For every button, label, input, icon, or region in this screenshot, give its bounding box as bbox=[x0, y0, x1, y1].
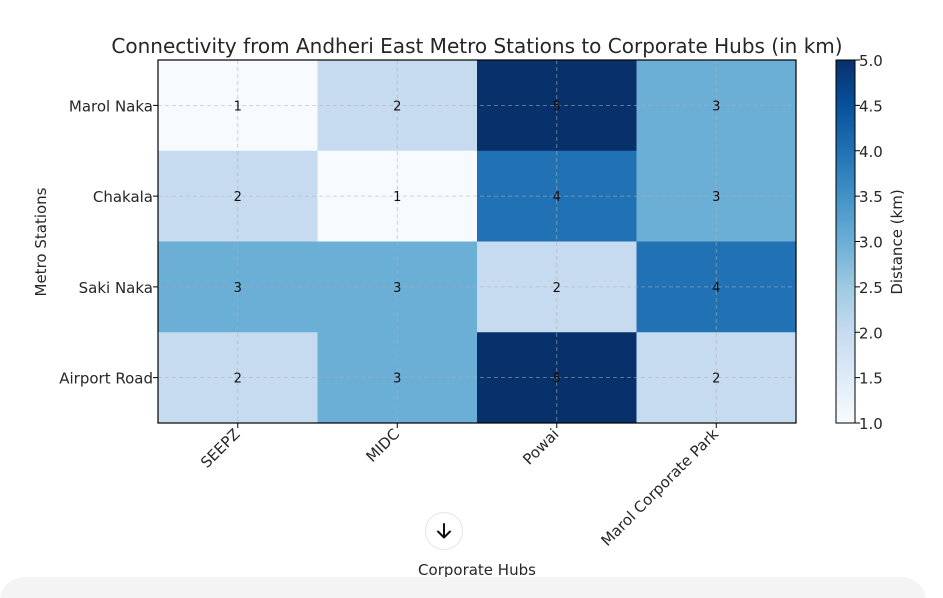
cell-value-label: 1 bbox=[393, 190, 401, 205]
cell-value-label: 3 bbox=[234, 281, 242, 296]
cell-value-label: 2 bbox=[393, 99, 401, 114]
cell-value-label: 1 bbox=[234, 99, 242, 114]
arrow-down-icon bbox=[437, 523, 451, 539]
y-tick-label: Saki Naka bbox=[79, 279, 153, 297]
cell-value-label: 4 bbox=[712, 281, 720, 296]
cell-value-label: 2 bbox=[712, 372, 720, 387]
colorbar-tick-label: 5.0 bbox=[859, 52, 883, 70]
x-tick-label: Marol Corporate Park bbox=[597, 425, 722, 550]
x-tick-label: SEEPZ bbox=[197, 425, 244, 472]
cell-value-label: 3 bbox=[393, 281, 401, 296]
cell-value-label: 2 bbox=[234, 372, 242, 387]
cell-value-label: 5 bbox=[553, 372, 561, 387]
y-axis-label: Metro Stations bbox=[32, 187, 50, 296]
colorbar-tick-label: 2.5 bbox=[859, 279, 883, 297]
x-tick-label: MIDC bbox=[362, 425, 403, 466]
colorbar-tick-label: 1.0 bbox=[859, 415, 883, 433]
cell-value-label: 2 bbox=[234, 190, 242, 205]
y-tick-label: Marol Naka bbox=[69, 97, 153, 115]
colorbar-tick-label: 3.5 bbox=[859, 188, 883, 206]
cell-value-labels: 1 2 5 3 2 1 4 3 3 3 2 4 2 3 5 2 bbox=[234, 99, 721, 386]
y-tick-label: Chakala bbox=[93, 188, 153, 206]
heatmap-cells bbox=[158, 60, 797, 424]
cell-value-label: 5 bbox=[553, 99, 561, 114]
colorbar-ticks: 1.0 1.5 2.0 2.5 3.0 3.5 4.0 4.5 5.0 bbox=[855, 52, 883, 433]
colorbar-label: Distance (km) bbox=[888, 189, 906, 294]
y-tick-label: Airport Road bbox=[59, 370, 153, 388]
cell-value-label: 3 bbox=[712, 190, 720, 205]
colorbar-tick-label: 4.0 bbox=[859, 143, 883, 161]
plot-frame bbox=[157, 59, 797, 424]
scroll-down-button[interactable] bbox=[425, 512, 463, 550]
cell-value-label: 3 bbox=[712, 99, 720, 114]
y-axis-ticks: Marol Naka Chakala Saki Naka Airport Road bbox=[59, 97, 158, 388]
colorbar bbox=[835, 59, 856, 424]
colorbar-tick-label: 3.0 bbox=[859, 234, 883, 252]
cell-value-label: 4 bbox=[553, 190, 561, 205]
chart-title: Connectivity from Andheri East Metro Sta… bbox=[111, 34, 842, 58]
cell-value-label: 3 bbox=[393, 372, 401, 387]
x-tick-label: Powai bbox=[519, 425, 562, 468]
cell-value-label: 2 bbox=[553, 281, 561, 296]
grid-lines bbox=[158, 60, 796, 423]
colorbar-tick-label: 2.0 bbox=[859, 324, 883, 342]
colorbar-tick-label: 1.5 bbox=[859, 370, 883, 388]
message-composer-panel bbox=[0, 577, 926, 598]
colorbar-tick-label: 4.5 bbox=[859, 97, 883, 115]
x-axis-label: Corporate Hubs bbox=[418, 561, 536, 579]
